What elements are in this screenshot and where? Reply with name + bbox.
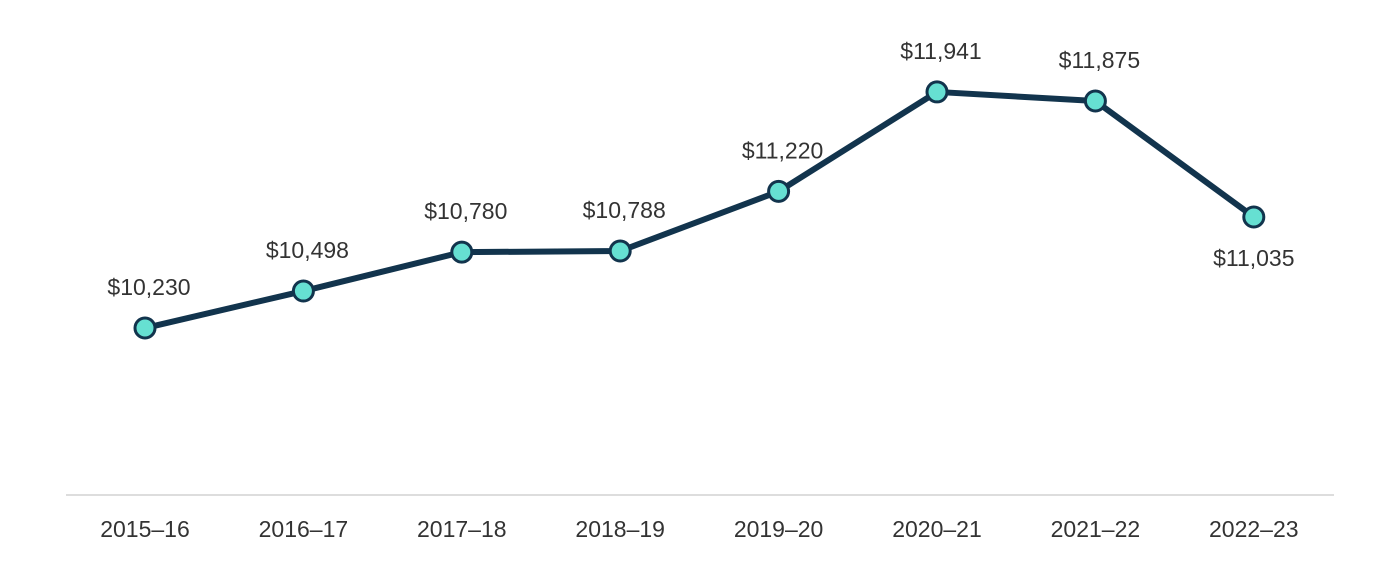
data-point — [291, 279, 315, 303]
data-point — [767, 179, 791, 203]
data-label: $10,788 — [583, 197, 666, 223]
data-label: $11,035 — [1213, 245, 1294, 271]
data-point — [133, 316, 157, 340]
data-point — [608, 239, 632, 263]
data-point — [925, 80, 949, 104]
data-label: $11,941 — [900, 38, 981, 64]
data-label: $10,498 — [266, 237, 349, 263]
x-tick-label: 2015–16 — [100, 516, 190, 542]
data-point — [1242, 205, 1266, 229]
x-tick-label: 2019–20 — [734, 516, 824, 542]
data-label: $10,230 — [107, 274, 190, 300]
x-tick-label: 2016–17 — [259, 516, 349, 542]
x-tick-label: 2018–19 — [575, 516, 665, 542]
data-label: $11,875 — [1059, 47, 1140, 73]
data-point — [450, 240, 474, 264]
x-tick-label: 2021–22 — [1051, 516, 1141, 542]
x-tick-label: 2017–18 — [417, 516, 507, 542]
series-line — [142, 88, 1257, 332]
x-tick-label: 2022–23 — [1209, 516, 1299, 542]
data-point — [1083, 89, 1107, 113]
x-tick-label: 2020–21 — [892, 516, 982, 542]
data-label: $11,220 — [742, 137, 823, 163]
data-label: $10,780 — [424, 198, 507, 224]
